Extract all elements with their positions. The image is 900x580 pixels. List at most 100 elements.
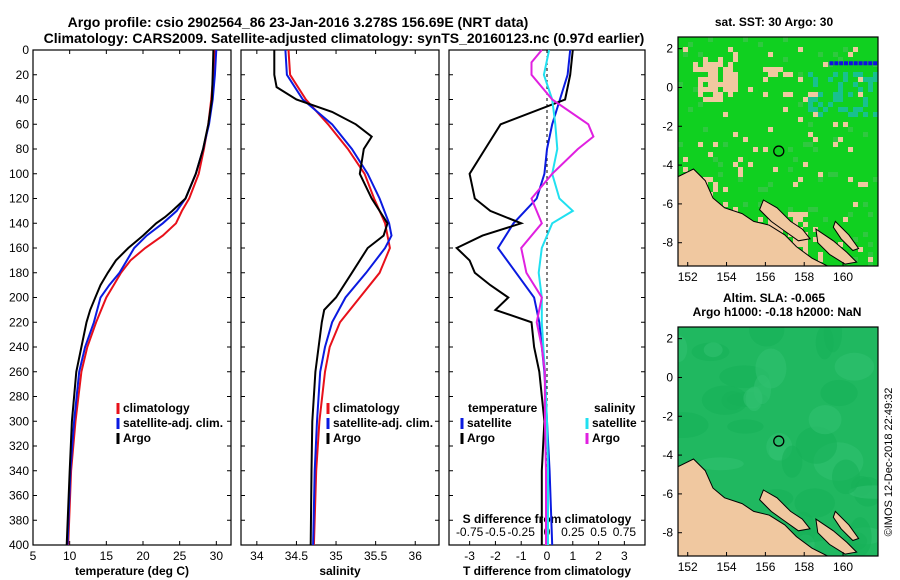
land-polygon bbox=[815, 518, 858, 555]
grid-cell bbox=[713, 157, 718, 162]
grid-cell bbox=[803, 242, 808, 247]
series-line-sal_sat bbox=[537, 49, 575, 545]
x-tick-label: -1 bbox=[516, 549, 527, 563]
grid-cell bbox=[733, 57, 738, 62]
grid-cell bbox=[713, 97, 718, 102]
grid-cell bbox=[798, 217, 803, 222]
grid-cell bbox=[763, 77, 768, 82]
x-tick-label: 30 bbox=[210, 549, 224, 563]
depth-tick-label: 60 bbox=[16, 117, 30, 131]
series-line-climatology bbox=[67, 49, 216, 546]
land-polygon bbox=[678, 168, 828, 266]
depth-tick-label: 360 bbox=[9, 489, 29, 503]
depth-tick-label: 260 bbox=[9, 365, 29, 379]
grid-cell bbox=[738, 167, 743, 172]
grid-cell bbox=[768, 67, 773, 72]
grid-cell bbox=[708, 177, 713, 182]
grid-cell bbox=[868, 252, 873, 257]
grid-cell bbox=[863, 132, 868, 137]
x-tick-label: 34.5 bbox=[285, 549, 309, 563]
grid-cell bbox=[863, 232, 868, 237]
grid-cell bbox=[773, 167, 778, 172]
lat-tick-label: 0 bbox=[666, 80, 673, 94]
argo-float-marker bbox=[773, 145, 785, 157]
grid-cell bbox=[703, 77, 708, 82]
sla-patch bbox=[815, 327, 834, 360]
depth-tick-label: 400 bbox=[9, 538, 29, 552]
sla-patch bbox=[834, 352, 875, 381]
lat-tick-label: 2 bbox=[666, 42, 673, 56]
x-tick-label: 3 bbox=[621, 549, 628, 563]
grid-cell bbox=[833, 142, 838, 147]
grid-cell bbox=[698, 52, 703, 57]
grid-cell bbox=[863, 102, 868, 107]
grid-cell bbox=[838, 87, 843, 92]
lat-tick-label: -6 bbox=[662, 487, 673, 501]
grid-cell bbox=[723, 112, 728, 117]
grid-cell bbox=[858, 107, 863, 112]
grid-cell bbox=[683, 167, 688, 172]
sla-patch bbox=[697, 457, 744, 471]
grid-cell bbox=[833, 172, 838, 177]
series-line-satellite bbox=[66, 49, 218, 546]
sla-map-title-line1: Altim. SLA: -0.065 bbox=[723, 291, 825, 305]
grid-cell bbox=[698, 142, 703, 147]
grid-cell bbox=[703, 97, 708, 102]
grid-cell bbox=[748, 162, 753, 167]
lon-tick-label: 154 bbox=[717, 270, 737, 284]
sst-map-title: sat. SST: 30 Argo: 30 bbox=[715, 15, 834, 29]
sla-patch bbox=[703, 342, 723, 358]
sla-patch bbox=[781, 445, 803, 478]
grid-cell bbox=[818, 257, 823, 262]
grid-cell bbox=[813, 237, 818, 242]
grid-cell bbox=[843, 77, 848, 82]
grid-cell bbox=[868, 262, 873, 266]
grid-cell bbox=[713, 87, 718, 92]
series-line-satellite bbox=[284, 49, 393, 546]
grid-cell bbox=[773, 72, 778, 77]
lat-tick-label: -4 bbox=[662, 448, 673, 462]
sla-patch bbox=[848, 517, 872, 556]
grid-cell bbox=[818, 252, 823, 257]
grid-cell bbox=[823, 62, 828, 67]
grid-cell bbox=[783, 92, 788, 97]
lon-tick-label: 152 bbox=[678, 560, 698, 574]
grid-cell bbox=[798, 242, 803, 247]
x-tick-label: 34 bbox=[250, 549, 264, 563]
grid-cell bbox=[683, 52, 688, 57]
grid-cell bbox=[718, 62, 723, 67]
grid-cell bbox=[708, 152, 713, 157]
grid-cell bbox=[813, 107, 818, 112]
grid-cell bbox=[708, 37, 713, 42]
land-polygon bbox=[759, 489, 811, 532]
grid-cell bbox=[853, 72, 858, 77]
grid-cell bbox=[723, 187, 728, 192]
grid-cell bbox=[718, 172, 723, 177]
grid-cell bbox=[788, 92, 793, 97]
lon-tick-label: 152 bbox=[678, 270, 698, 284]
grid-cell bbox=[733, 52, 738, 57]
series-line-argo bbox=[454, 49, 574, 545]
grid-cell bbox=[813, 77, 818, 82]
depth-tick-label: 200 bbox=[9, 291, 29, 305]
grid-cell bbox=[803, 97, 808, 102]
grid-cell bbox=[863, 182, 868, 187]
land-polygon bbox=[815, 228, 858, 265]
grid-cell bbox=[853, 82, 858, 87]
grid-cell bbox=[803, 162, 808, 167]
grid-cell bbox=[848, 52, 853, 57]
grid-cell bbox=[833, 72, 838, 77]
grid-cell bbox=[713, 77, 718, 82]
sla-patch bbox=[768, 443, 787, 461]
x-tick-label: 35.5 bbox=[364, 549, 388, 563]
cold-cell bbox=[858, 61, 863, 66]
grid-cell bbox=[688, 107, 693, 112]
grid-cell bbox=[808, 142, 813, 147]
grid-cell bbox=[873, 72, 878, 77]
grid-cell bbox=[803, 222, 808, 227]
grid-cell bbox=[818, 92, 823, 97]
grid-cell bbox=[858, 77, 863, 82]
grid-cell bbox=[753, 147, 758, 152]
depth-tick-label: 220 bbox=[9, 315, 29, 329]
